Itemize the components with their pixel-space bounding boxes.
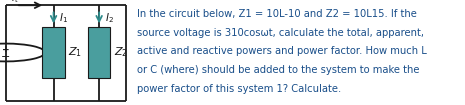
Text: power factor of this system 1? Calculate.: power factor of this system 1? Calculate… — [137, 84, 341, 94]
Text: or C (where) should be added to the system to make the: or C (where) should be added to the syst… — [137, 65, 420, 75]
Bar — [42, 27, 65, 78]
Bar — [88, 27, 110, 78]
Text: −: − — [1, 52, 10, 62]
Text: In the circuit below, Z1 = 10L-10 and Z2 = 10L15. If the: In the circuit below, Z1 = 10L-10 and Z2… — [137, 9, 417, 19]
Text: +: + — [2, 45, 9, 54]
Text: $I_1$: $I_1$ — [59, 11, 68, 25]
Text: source voltage is 310cosωt, calculate the total, apparent,: source voltage is 310cosωt, calculate th… — [137, 28, 424, 38]
Text: $I_2$: $I_2$ — [105, 11, 113, 25]
Text: active and reactive powers and power factor. How much L: active and reactive powers and power fac… — [137, 46, 427, 56]
Text: $Z_1$: $Z_1$ — [68, 46, 83, 59]
Text: $Z_2$: $Z_2$ — [114, 46, 128, 59]
Text: $I_t$: $I_t$ — [11, 0, 19, 5]
